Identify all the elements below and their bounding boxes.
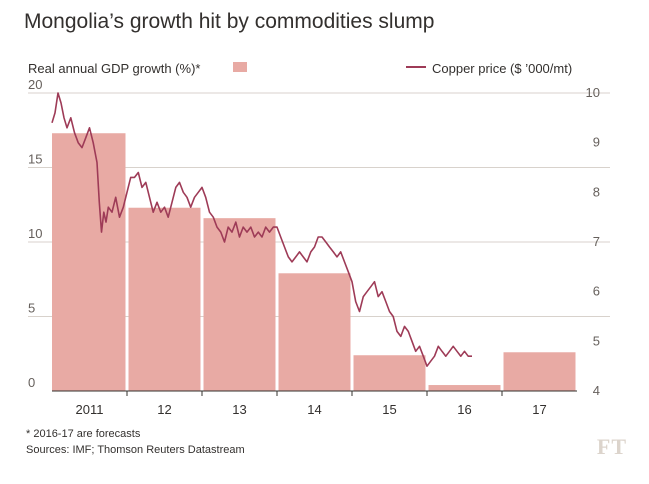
x-tick-label: 13 (232, 402, 246, 417)
y-left-tick-label: 0 (28, 375, 35, 390)
line-series (51, 92, 472, 368)
bar (503, 352, 576, 391)
x-tick-label: 17 (532, 402, 546, 417)
y-axis-right: 4 5 6 7 8 9 10 (586, 85, 600, 398)
y-left-tick-label: 10 (28, 226, 42, 241)
ft-logo: FT (596, 434, 627, 459)
x-tick-label: 16 (457, 402, 471, 417)
y-left-tick-label: 20 (28, 77, 42, 92)
bar (128, 207, 201, 391)
y-right-tick-label: 7 (593, 234, 600, 249)
y-axis-left: 0 5 10 15 20 (28, 77, 42, 390)
x-tick-label: 2011 (76, 402, 104, 417)
copper-price-line (51, 92, 472, 368)
bar (203, 218, 276, 391)
legend-bar-swatch (233, 62, 247, 72)
y-right-tick-label: 6 (593, 284, 600, 299)
x-axis: 2011 12 13 14 15 16 17 (76, 391, 547, 417)
x-tick-label: 12 (157, 402, 171, 417)
bar (353, 355, 426, 391)
legend-line-label: Copper price ($ ’000/mt) (432, 61, 572, 76)
bar (428, 385, 501, 391)
y-left-tick-label: 5 (28, 301, 35, 316)
x-tick-label: 14 (307, 402, 321, 417)
footnote: * 2016-17 are forecasts (26, 428, 141, 440)
legend-bar-label: Real annual GDP growth (%)* (28, 61, 200, 76)
chart-title: Mongolia’s growth hit by commodities slu… (24, 10, 435, 33)
y-right-tick-label: 4 (593, 383, 600, 398)
y-left-tick-label: 15 (28, 152, 42, 167)
legend: Real annual GDP growth (%)* Copper price… (28, 61, 572, 76)
y-right-tick-label: 10 (586, 85, 600, 100)
y-right-tick-label: 8 (593, 184, 600, 199)
y-right-tick-label: 9 (593, 135, 600, 150)
source-note: Sources: IMF; Thomson Reuters Datastream (26, 444, 245, 456)
x-tick-label: 15 (382, 402, 396, 417)
bar-series (52, 133, 576, 392)
bar (52, 133, 126, 392)
bar (278, 273, 351, 391)
y-right-tick-label: 5 (593, 333, 600, 348)
